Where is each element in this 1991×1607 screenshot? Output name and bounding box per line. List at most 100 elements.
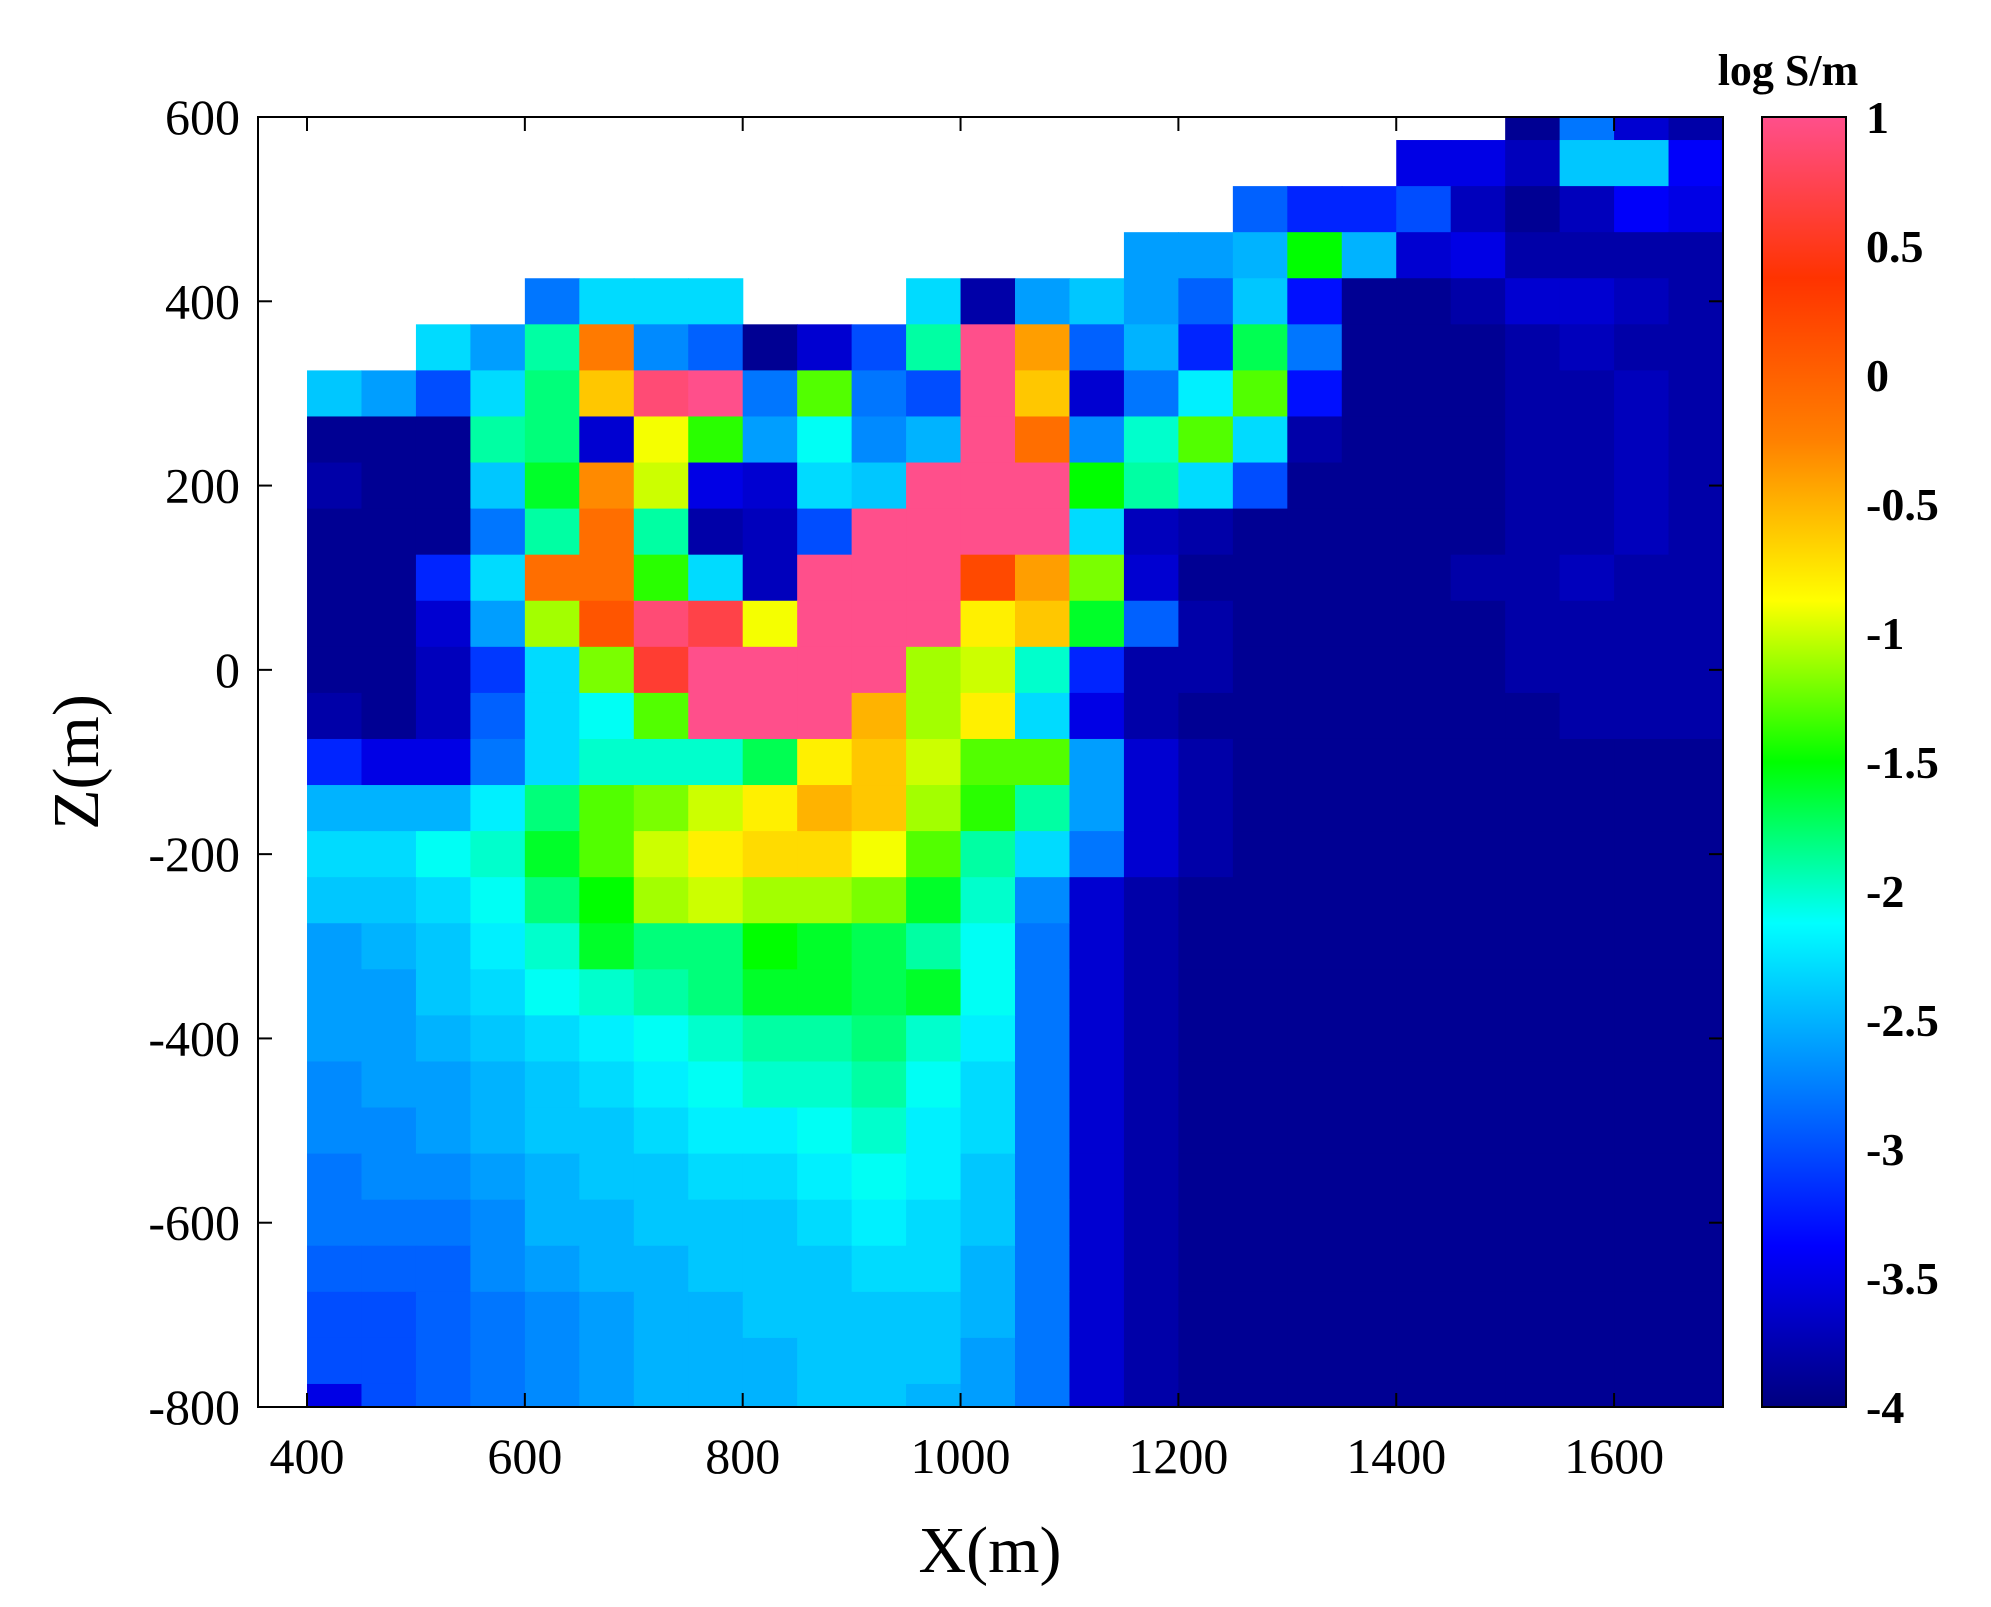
heatmap-cell bbox=[1178, 1291, 1234, 1339]
heatmap-cell bbox=[906, 370, 962, 418]
heatmap-cell bbox=[1505, 600, 1561, 648]
heatmap-cell bbox=[1287, 969, 1343, 1016]
heatmap-cell bbox=[960, 692, 1016, 740]
heatmap-cell bbox=[1559, 324, 1615, 371]
heatmap-cell bbox=[1614, 738, 1670, 786]
heatmap-cell bbox=[1450, 1337, 1506, 1385]
heatmap-cell bbox=[797, 1107, 853, 1155]
heatmap-cell bbox=[688, 370, 744, 418]
heatmap-cell bbox=[470, 646, 526, 694]
heatmap-cell bbox=[1015, 278, 1071, 325]
heatmap-cell bbox=[361, 416, 417, 464]
heatmap-cell bbox=[579, 600, 635, 648]
heatmap-cell bbox=[1559, 508, 1615, 556]
heatmap-cell bbox=[307, 508, 363, 556]
heatmap-cell bbox=[1069, 1015, 1125, 1063]
heatmap-cell bbox=[361, 370, 417, 418]
heatmap-cell bbox=[524, 1337, 580, 1385]
heatmap-cell bbox=[1123, 1199, 1179, 1247]
heatmap-cell bbox=[1123, 1107, 1179, 1155]
heatmap-cell bbox=[579, 969, 635, 1016]
heatmap-cell bbox=[633, 923, 689, 970]
heatmap-cell bbox=[1559, 462, 1615, 510]
heatmap-cell bbox=[1069, 324, 1125, 371]
heatmap-cell bbox=[1341, 1245, 1397, 1293]
heatmap-cell bbox=[1668, 692, 1724, 740]
colorbar-title: log S/m bbox=[1718, 46, 1859, 95]
heatmap-cell bbox=[633, 324, 689, 371]
heatmap-cell bbox=[1341, 969, 1397, 1016]
heatmap-cell bbox=[361, 923, 417, 970]
heatmap-cell bbox=[307, 1199, 363, 1247]
heatmap-cell bbox=[524, 416, 580, 464]
heatmap-cell bbox=[1341, 831, 1397, 878]
heatmap-cell bbox=[906, 1061, 962, 1109]
heatmap-cell bbox=[688, 278, 744, 325]
heatmap-cell bbox=[1287, 1337, 1343, 1385]
heatmap-cell bbox=[797, 416, 853, 464]
heatmap-cell bbox=[307, 738, 363, 786]
heatmap-cell bbox=[1559, 1015, 1615, 1063]
heatmap-cell bbox=[307, 692, 363, 740]
heatmap-cell bbox=[906, 877, 962, 924]
heatmap-cell bbox=[1668, 877, 1724, 924]
heatmap-cell bbox=[1287, 324, 1343, 371]
heatmap-cell bbox=[797, 1061, 853, 1109]
heatmap-cell bbox=[688, 738, 744, 786]
heatmap-cell bbox=[1614, 1291, 1670, 1339]
heatmap-cell bbox=[1450, 785, 1506, 832]
colorbar-tick-label: -2.5 bbox=[1866, 995, 1939, 1046]
heatmap-cell bbox=[1450, 1291, 1506, 1339]
heatmap-cell bbox=[1015, 831, 1071, 878]
heatmap-cell bbox=[415, 462, 471, 510]
heatmap-cell bbox=[1069, 785, 1125, 832]
heatmap-cell bbox=[1232, 877, 1288, 924]
heatmap-cell bbox=[1232, 692, 1288, 740]
heatmap-cell bbox=[361, 1015, 417, 1063]
heatmap-cell bbox=[1559, 1383, 1615, 1408]
heatmap-cell bbox=[1178, 877, 1234, 924]
heatmap-cell bbox=[1505, 1337, 1561, 1385]
heatmap-cell bbox=[1396, 692, 1452, 740]
heatmap-cell bbox=[797, 1245, 853, 1293]
heatmap-cell bbox=[688, 877, 744, 924]
heatmap-cell bbox=[1178, 416, 1234, 464]
heatmap-cell bbox=[1232, 600, 1288, 648]
heatmap-cell bbox=[579, 370, 635, 418]
heatmap-cell bbox=[633, 646, 689, 694]
heatmap-cell bbox=[579, 324, 635, 371]
heatmap-cell bbox=[307, 877, 363, 924]
heatmap-cell bbox=[960, 1337, 1016, 1385]
heatmap-cell bbox=[1396, 370, 1452, 418]
colorbar-tick-label: -4 bbox=[1866, 1382, 1904, 1433]
heatmap-cell bbox=[1232, 1245, 1288, 1293]
y-axis-ticks: 600 400 200 0 -200 -400 -600 -800 bbox=[148, 89, 1723, 1435]
heatmap-cell bbox=[851, 508, 907, 556]
heatmap-cell bbox=[1015, 1153, 1071, 1201]
heatmap-cell bbox=[851, 1015, 907, 1063]
heatmap-cell bbox=[1341, 877, 1397, 924]
heatmap-cell bbox=[1287, 646, 1343, 694]
heatmap-cell bbox=[1559, 969, 1615, 1016]
heatmap-cell bbox=[524, 1245, 580, 1293]
heatmap-cell bbox=[579, 278, 635, 325]
heatmap-cell bbox=[1015, 1383, 1071, 1408]
heatmap-cell bbox=[470, 1337, 526, 1385]
heatmap-cell bbox=[742, 969, 798, 1016]
heatmap-cell bbox=[1123, 738, 1179, 786]
x-tick-label: 600 bbox=[487, 1428, 562, 1484]
heatmap-cell bbox=[688, 785, 744, 832]
heatmap-cell bbox=[1450, 646, 1506, 694]
heatmap-cell bbox=[1450, 1153, 1506, 1201]
heatmap-cell bbox=[1559, 1199, 1615, 1247]
heatmap-cell bbox=[960, 1061, 1016, 1109]
heatmap-cell bbox=[960, 416, 1016, 464]
heatmap-cell bbox=[361, 692, 417, 740]
heatmap-cell bbox=[1123, 232, 1179, 279]
heatmap-cell bbox=[1396, 738, 1452, 786]
colorbar-tick-label: -3 bbox=[1866, 1124, 1904, 1175]
heatmap-cell bbox=[361, 1061, 417, 1109]
heatmap-cell bbox=[1450, 186, 1506, 233]
y-tick-label: -600 bbox=[148, 1195, 240, 1251]
heatmap-cell bbox=[797, 692, 853, 740]
